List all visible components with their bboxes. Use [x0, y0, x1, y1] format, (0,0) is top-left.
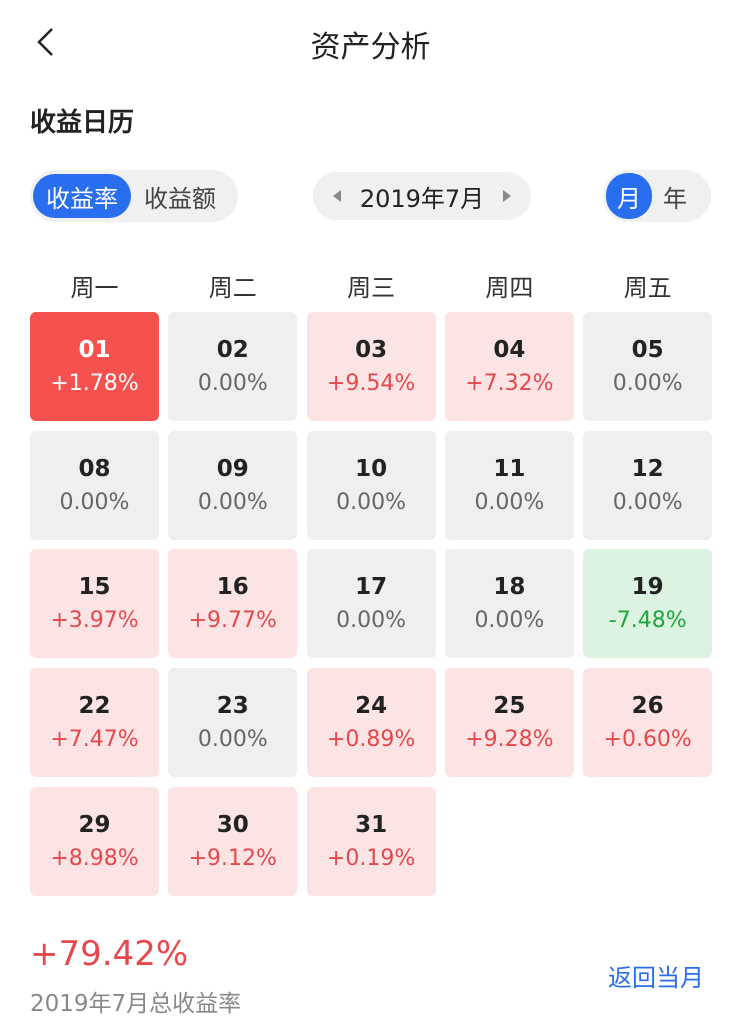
day-change: 0.00%: [336, 489, 407, 515]
weekday: 周二: [208, 274, 257, 302]
day-change: +7.47%: [50, 727, 139, 753]
day-number: 26: [631, 693, 664, 720]
section-title: 收益日历: [30, 108, 135, 138]
day-number: 04: [493, 337, 526, 363]
day-number: 01: [78, 337, 111, 363]
back-to-month[interactable]: 返回当月: [608, 964, 704, 992]
weekday: 周四: [485, 274, 534, 302]
day-cell[interactable]: 10 0.00%: [306, 430, 436, 540]
day-number: 09: [216, 455, 249, 482]
day-number: 02: [216, 337, 249, 363]
day-change: +3.97%: [50, 608, 139, 634]
day-cell[interactable]: 22 +7.47%: [30, 668, 159, 778]
day-number: 30: [216, 811, 249, 838]
day-cell[interactable]: 15 +3.97%: [30, 549, 159, 659]
day-cell[interactable]: 12 0.00%: [583, 430, 713, 540]
tab[interactable]: 收益额: [144, 184, 216, 213]
day-change: +9.77%: [188, 608, 277, 634]
day-cell[interactable]: 30 +9.12%: [168, 786, 298, 896]
day-cell[interactable]: 09 0.00%: [168, 430, 298, 540]
page-title: 资产分析: [310, 30, 431, 65]
day-number: 25: [493, 693, 526, 720]
total-return: +79.42%: [30, 934, 189, 974]
weekday: 周五: [623, 274, 672, 302]
day-change: 0.00%: [336, 608, 407, 634]
day-cell[interactable]: 16 +9.77%: [168, 549, 298, 659]
day-change: 0.00%: [59, 489, 130, 515]
day-cell[interactable]: 24 +0.89%: [306, 668, 436, 778]
day-cell[interactable]: 29 +8.98%: [30, 786, 159, 896]
day-cell[interactable]: 19 -7.48%: [583, 549, 713, 659]
day-change: 0.00%: [612, 489, 683, 515]
tab[interactable]: 月: [606, 173, 652, 219]
day-change: -7.48%: [608, 608, 687, 634]
day-cell[interactable]: 31 +0.19%: [306, 786, 436, 896]
day-number: 10: [355, 455, 388, 482]
day-change: 0.00%: [197, 489, 268, 515]
month-selector: 2019年7月: [313, 172, 531, 220]
day-change: +9.12%: [188, 845, 277, 871]
period-tabs: 月年: [603, 170, 711, 222]
day-change: +0.19%: [326, 845, 416, 871]
day-change: 0.00%: [197, 371, 268, 396]
day-change: +7.32%: [465, 371, 554, 396]
day-number: 03: [355, 337, 388, 363]
day-change: +9.28%: [465, 727, 554, 753]
prev-month[interactable]: [330, 188, 344, 204]
day-number: 19: [631, 574, 664, 601]
day-cell[interactable]: 04 +7.32%: [444, 312, 574, 421]
day-number: 23: [216, 693, 249, 720]
metric-tabs: 收益率 收益额: [30, 170, 238, 222]
day-change: 0.00%: [197, 727, 268, 753]
day-number: 15: [78, 574, 111, 601]
month-label: 2019年7月: [359, 184, 485, 213]
day-change: +9.54%: [326, 371, 416, 396]
day-number: 12: [631, 455, 664, 482]
day-cell[interactable]: 17 0.00%: [306, 549, 436, 659]
day-cell[interactable]: 11 0.00%: [444, 430, 574, 540]
next-month[interactable]: [500, 188, 514, 204]
day-cell[interactable]: 05 0.00%: [583, 312, 713, 421]
day-cell[interactable]: 01 +1.78%: [30, 312, 159, 421]
back-button[interactable]: [32, 26, 58, 58]
day-cell[interactable]: 18 0.00%: [444, 549, 574, 659]
weekday: 周三: [347, 274, 396, 302]
day-number: 05: [631, 337, 664, 363]
total-return-label: 2019年7月总收益率: [30, 991, 242, 1017]
day-change: +0.60%: [603, 727, 692, 753]
day-cell[interactable]: 23 0.00%: [168, 668, 298, 778]
day-number: 31: [355, 811, 388, 838]
day-number: 08: [78, 455, 111, 482]
day-change: +1.78%: [50, 371, 139, 396]
day-change: +0.89%: [326, 727, 416, 753]
day-change: 0.00%: [474, 608, 545, 634]
day-number: 22: [78, 693, 111, 720]
tab[interactable]: 年: [663, 184, 687, 213]
day-cell[interactable]: 26 +0.60%: [583, 668, 713, 778]
weekday: 周一: [70, 274, 119, 302]
day-cell[interactable]: 02 0.00%: [168, 312, 298, 421]
day-change: 0.00%: [474, 489, 545, 515]
day-change: +8.98%: [50, 845, 139, 871]
day-cell[interactable]: 03 +9.54%: [306, 312, 436, 421]
day-number: 24: [355, 693, 388, 720]
day-number: 16: [216, 574, 249, 601]
day-number: 29: [78, 811, 111, 838]
day-number: 11: [493, 455, 526, 482]
day-cell[interactable]: 25 +9.28%: [444, 668, 574, 778]
day-cell[interactable]: 08 0.00%: [30, 430, 159, 540]
day-number: 17: [355, 574, 388, 601]
day-number: 18: [493, 574, 526, 601]
day-change: 0.00%: [612, 371, 683, 396]
tab[interactable]: 收益率: [33, 174, 131, 218]
